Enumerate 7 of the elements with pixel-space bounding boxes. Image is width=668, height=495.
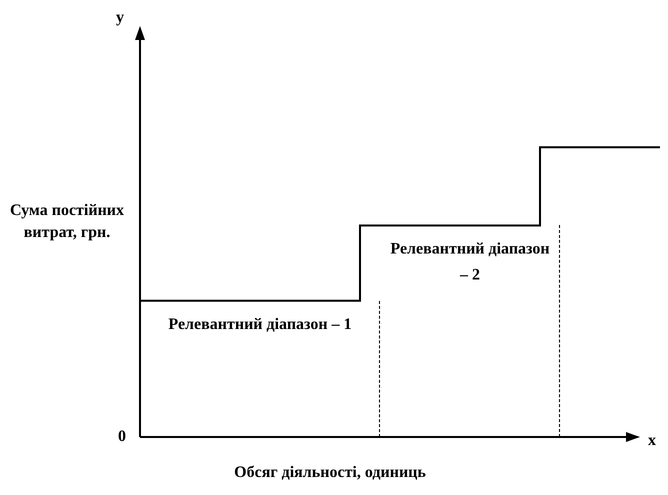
annotation: x <box>648 432 656 450</box>
y-axis-title: Сума постійних витрат, грн. <box>8 201 125 244</box>
text: y <box>116 9 124 26</box>
annotation: Релевантний діапазон – 1 <box>168 316 352 333</box>
annotation: Релевантний діапазон – 2 <box>390 240 550 284</box>
text: 0 <box>118 428 126 446</box>
x-axis-title: Обсяг діяльності, одиниць <box>233 463 427 483</box>
